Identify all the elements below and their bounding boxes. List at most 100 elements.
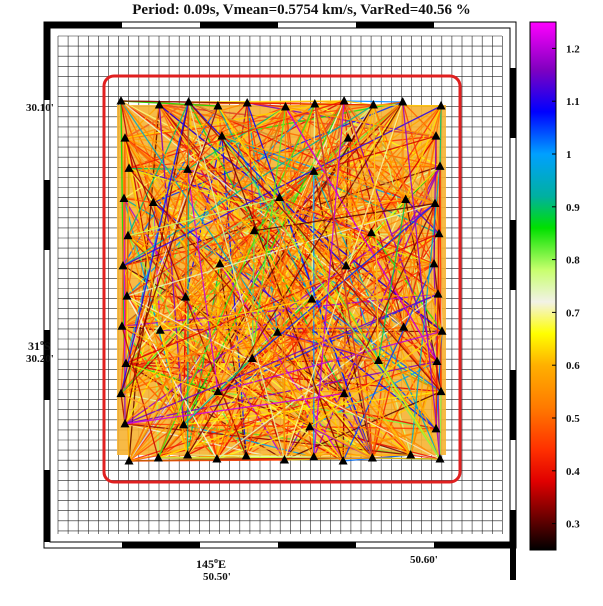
station-marker [213, 101, 223, 110]
ray-path [342, 263, 435, 462]
station-marker [373, 355, 383, 364]
ray-path [187, 101, 286, 461]
ray-path [125, 106, 287, 364]
station-marker [435, 454, 445, 463]
station-marker [406, 450, 416, 459]
ray-path [410, 293, 439, 456]
lat-label-top: 30.10' [26, 102, 54, 114]
ray-path [124, 169, 189, 424]
ray-path [122, 105, 442, 267]
ray-path [405, 165, 441, 201]
station-marker [148, 197, 158, 207]
ray-path [122, 104, 374, 267]
ray-path [186, 101, 190, 170]
station-marker [155, 325, 165, 334]
station-marker [181, 292, 191, 301]
station-marker [116, 96, 126, 105]
ray-path [121, 325, 219, 393]
station-marker [121, 358, 131, 367]
ray-path [402, 101, 441, 460]
ray-path [345, 104, 375, 267]
station-marker [368, 100, 378, 109]
ray-path [124, 392, 345, 425]
ray-path [343, 100, 438, 362]
station-marker [184, 97, 194, 106]
ray-path [121, 326, 159, 459]
ray-path [126, 295, 441, 460]
ray-path [187, 171, 315, 456]
frame-tick-right [510, 68, 516, 138]
colorbar-tick-label: 0.9 [566, 202, 580, 214]
ray-path [216, 232, 372, 460]
colorbar [529, 21, 557, 551]
ray-path [283, 171, 315, 461]
station-marker [435, 161, 445, 170]
map-frame-ticks [44, 22, 516, 580]
ray-path [314, 103, 405, 328]
ray-path [247, 102, 374, 106]
frame-tick-right [510, 370, 516, 440]
ray-path [311, 298, 344, 462]
ray-path [314, 103, 380, 361]
station-marker [310, 99, 320, 108]
station-marker [399, 322, 409, 331]
ray-path [405, 135, 437, 200]
colorbar-ticks: 0.3 0.4 0.5 0.6 0.7 0.8 0.9 1 1.1 1.2 [552, 43, 580, 531]
station-marker [217, 131, 227, 140]
station-marker [118, 260, 128, 270]
station-marker [429, 258, 439, 268]
ray-path [124, 423, 437, 430]
ray-path [436, 331, 443, 362]
ray-path [128, 168, 189, 456]
station-marker [120, 133, 130, 142]
station-marker [309, 452, 319, 461]
ray-path [246, 102, 255, 231]
ray-path [185, 296, 379, 362]
station-marker [213, 386, 223, 396]
station-marker [281, 102, 290, 111]
ray-path [313, 428, 437, 458]
ray-path [439, 391, 442, 460]
ray-path [217, 105, 313, 300]
station-marker [341, 260, 351, 270]
colorbar-tick-label: 1 [566, 149, 572, 161]
ray-path [127, 198, 406, 237]
stations [116, 96, 447, 465]
ray-path [279, 197, 442, 393]
station-marker [153, 453, 163, 462]
ray-path [343, 265, 347, 394]
station-marker [431, 131, 441, 140]
ray-path [185, 263, 435, 298]
station-marker [242, 98, 252, 107]
ray-path [377, 199, 407, 361]
ray-path [410, 166, 441, 456]
ray-path [371, 330, 443, 459]
frame-tick-bottom [122, 542, 200, 548]
chart-title: Period: 0.09s, Vmean=0.5754 km/s, VarRed… [132, 2, 471, 18]
ray-path [309, 330, 443, 428]
frame-tick-left [44, 180, 50, 250]
ray-path [314, 103, 374, 459]
station-marker [305, 421, 315, 431]
ray-path [124, 101, 190, 424]
ray-path [120, 100, 248, 104]
ray-path [158, 104, 443, 332]
frame-tick-right [510, 510, 516, 580]
ray-path [159, 104, 441, 167]
ray-path [122, 265, 189, 456]
ray-path [152, 202, 344, 462]
ray-path [254, 230, 435, 265]
ray-path [120, 101, 190, 394]
ray-path [279, 196, 439, 295]
ray-path [158, 104, 412, 456]
ray-path [124, 105, 442, 425]
station-marker [309, 166, 319, 175]
ray-path [439, 166, 442, 392]
frame-tick-top [200, 22, 278, 28]
station-marker [241, 451, 251, 460]
ray-path [370, 232, 443, 332]
ray-path [187, 101, 404, 456]
station-marker [338, 456, 348, 465]
frame-tick-left [44, 470, 50, 542]
